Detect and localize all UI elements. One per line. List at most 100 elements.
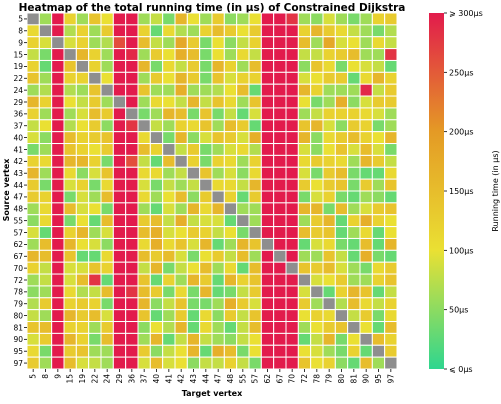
heatmap-cell	[162, 344, 176, 358]
heatmap-cell	[260, 261, 275, 275]
heatmap-cell	[260, 297, 275, 311]
heatmap-cell	[38, 59, 53, 73]
heatmap-cell	[174, 285, 188, 299]
heatmap-cell	[211, 119, 225, 133]
y-tick-label: 70	[13, 264, 23, 273]
heatmap-cell	[310, 131, 324, 145]
heatmap-cell	[384, 226, 398, 239]
heatmap-cell	[310, 226, 324, 239]
heatmap-cell	[186, 178, 201, 192]
heatmap-cell	[51, 12, 65, 26]
heatmap-cell	[186, 202, 201, 216]
heatmap-cell	[359, 332, 373, 346]
heatmap-cell	[322, 166, 336, 180]
heatmap-cell	[359, 12, 373, 26]
heatmap-cell	[322, 154, 336, 168]
heatmap-cell	[384, 214, 398, 228]
heatmap-cell	[260, 131, 275, 145]
heatmap-cell	[260, 12, 275, 26]
heatmap-cell	[63, 190, 77, 204]
heatmap-cell	[51, 309, 65, 323]
heatmap-cell	[347, 237, 361, 251]
heatmap-cell	[149, 297, 164, 311]
heatmap-cell	[75, 107, 90, 121]
heatmap-cell	[359, 297, 373, 311]
heatmap-cell	[51, 273, 65, 287]
heatmap-cell	[334, 297, 349, 311]
heatmap-cell	[112, 59, 127, 73]
heatmap-cell	[359, 154, 373, 168]
heatmap-cell	[199, 226, 213, 239]
heatmap-cell	[334, 309, 349, 323]
heatmap-cell	[137, 83, 151, 97]
heatmap-cell	[310, 12, 324, 26]
heatmap-cell	[211, 332, 225, 346]
heatmap-cell	[297, 356, 312, 370]
heatmap-cell	[359, 226, 373, 239]
heatmap-cell	[63, 261, 77, 275]
heatmap-cell	[297, 344, 312, 358]
heatmap-cell	[359, 249, 373, 263]
heatmap-cell	[248, 309, 262, 323]
heatmap-cell	[88, 95, 102, 109]
heatmap-cell	[223, 285, 238, 299]
heatmap-cell	[199, 12, 213, 26]
heatmap-cell	[186, 332, 201, 346]
heatmap-cell	[199, 178, 213, 192]
heatmap-cell	[26, 261, 40, 275]
heatmap-cell	[186, 119, 201, 133]
x-tick-label: 40	[152, 374, 161, 384]
heatmap-cell	[51, 237, 65, 251]
heatmap-cell	[26, 36, 40, 50]
heatmap-cell	[273, 214, 287, 228]
heatmap-cell	[248, 273, 262, 287]
heatmap-cell	[63, 332, 77, 346]
heatmap-cell	[112, 143, 127, 156]
heatmap-cell	[112, 273, 127, 287]
heatmap-cell	[174, 309, 188, 323]
heatmap-cell	[38, 154, 53, 168]
heatmap-cell	[223, 356, 238, 370]
colorbar-label: Running time (in μs)	[491, 150, 500, 231]
heatmap-cell	[137, 214, 151, 228]
heatmap-cell	[285, 273, 299, 287]
heatmap-cell	[248, 59, 262, 73]
heatmap-cell	[26, 178, 40, 192]
heatmap-cell	[100, 131, 114, 145]
heatmap-cell	[174, 24, 188, 38]
heatmap-cell	[137, 332, 151, 346]
heatmap-cell	[186, 309, 201, 323]
heatmap-cell	[260, 107, 275, 121]
heatmap-cell	[26, 71, 40, 85]
heatmap-cell	[199, 83, 213, 97]
heatmap-cell	[359, 48, 373, 61]
heatmap-cell	[112, 166, 127, 180]
heatmap-cell	[297, 71, 312, 85]
heatmap-cell	[63, 143, 77, 156]
heatmap-cell	[125, 71, 139, 85]
heatmap-cell	[273, 321, 287, 334]
heatmap-cell	[186, 249, 201, 263]
heatmap-cell	[38, 143, 53, 156]
heatmap-cell	[186, 166, 201, 180]
heatmap-cell	[310, 48, 324, 61]
heatmap-cell	[384, 202, 398, 216]
y-tick-label: 37	[13, 122, 23, 131]
heatmap-cell	[334, 178, 349, 192]
heatmap-cell	[248, 332, 262, 346]
heatmap-cell	[211, 36, 225, 50]
heatmap-cell	[359, 36, 373, 50]
y-tick-label: 48	[13, 205, 23, 214]
heatmap-cell	[26, 321, 40, 334]
heatmap-cell	[260, 332, 275, 346]
heatmap-cell	[162, 143, 176, 156]
heatmap-cell	[162, 36, 176, 50]
heatmap-cell	[347, 202, 361, 216]
heatmap-cell	[199, 95, 213, 109]
heatmap-cell	[75, 202, 90, 216]
heatmap-cell	[273, 154, 287, 168]
heatmap-cell	[297, 297, 312, 311]
heatmap-cell	[26, 297, 40, 311]
heatmap-cell	[75, 131, 90, 145]
heatmap-cell	[334, 261, 349, 275]
